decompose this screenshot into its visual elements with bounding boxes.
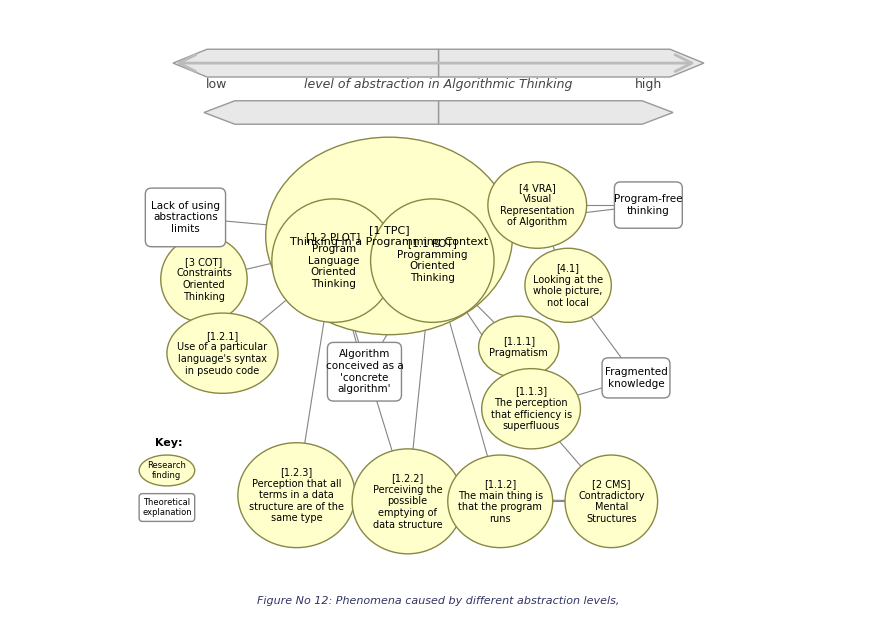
Text: [1.1.3]
The perception
that efficiency is
superfluous: [1.1.3] The perception that efficiency i…	[490, 386, 572, 431]
Text: Figure No 12: Phenomena caused by different abstraction levels,: Figure No 12: Phenomena caused by differ…	[257, 596, 620, 606]
Text: Algorithm
conceived as a
'concrete
algorithm': Algorithm conceived as a 'concrete algor…	[325, 349, 403, 394]
Ellipse shape	[448, 455, 553, 547]
Text: low: low	[205, 78, 227, 91]
Text: [1.1.2]
The main thing is
that the program
runs: [1.1.2] The main thing is that the progr…	[458, 479, 543, 524]
Text: Theoretical
explanation: Theoretical explanation	[142, 498, 192, 517]
Ellipse shape	[565, 455, 658, 547]
Text: Lack of using
abstractions
limits: Lack of using abstractions limits	[151, 201, 220, 234]
Text: [1.2 PLOT]
Program
Language
Oriented
Thinking: [1.2 PLOT] Program Language Oriented Thi…	[306, 232, 360, 289]
Ellipse shape	[479, 316, 559, 378]
Text: [1.1.1]
Pragmatism: [1.1.1] Pragmatism	[489, 336, 548, 358]
Ellipse shape	[167, 313, 278, 393]
FancyBboxPatch shape	[615, 182, 682, 228]
Text: [2 CMS]
Contradictory
Mental
Structures: [2 CMS] Contradictory Mental Structures	[578, 479, 645, 524]
Text: [3 COT]
Constraints
Oriented
Thinking: [3 COT] Constraints Oriented Thinking	[176, 257, 232, 301]
Ellipse shape	[238, 443, 355, 547]
Ellipse shape	[272, 199, 396, 322]
Text: Fragmented
knowledge: Fragmented knowledge	[604, 367, 667, 389]
Text: [1.2.3]
Perception that all
terms in a data
structure are of the
same type: [1.2.3] Perception that all terms in a d…	[249, 467, 344, 523]
FancyBboxPatch shape	[146, 188, 225, 247]
FancyBboxPatch shape	[139, 494, 195, 521]
FancyArrow shape	[204, 101, 438, 124]
Text: Research
finding: Research finding	[147, 461, 186, 480]
Text: high: high	[635, 78, 662, 91]
Ellipse shape	[525, 248, 611, 322]
Ellipse shape	[371, 199, 494, 322]
FancyArrow shape	[438, 49, 704, 77]
Text: level of abstraction in Algorithmic Thinking: level of abstraction in Algorithmic Thin…	[304, 78, 573, 91]
Ellipse shape	[481, 369, 581, 449]
Ellipse shape	[488, 162, 587, 248]
Text: [1.2.1]
Use of a particular
language's syntax
in pseudo code: [1.2.1] Use of a particular language's s…	[177, 331, 267, 376]
Text: [4 VRA]
Visual
Representation
of Algorithm: [4 VRA] Visual Representation of Algorit…	[500, 183, 574, 228]
FancyArrow shape	[173, 49, 438, 77]
Text: Key:: Key:	[154, 438, 182, 448]
Ellipse shape	[266, 137, 512, 335]
Text: [4.1]
Looking at the
whole picture,
not local: [4.1] Looking at the whole picture, not …	[533, 263, 603, 308]
Ellipse shape	[160, 236, 247, 322]
FancyArrow shape	[438, 101, 673, 124]
FancyBboxPatch shape	[602, 358, 670, 398]
Text: [1 TPC]
Thinking in a Programming Context: [1 TPC] Thinking in a Programming Contex…	[290, 225, 488, 247]
FancyBboxPatch shape	[327, 342, 402, 401]
Text: [1.1 POT]
Programming
Oriented
Thinking: [1.1 POT] Programming Oriented Thinking	[397, 238, 467, 283]
Ellipse shape	[139, 455, 195, 486]
Text: [1.2.2]
Perceiving the
possible
emptying of
data structure: [1.2.2] Perceiving the possible emptying…	[373, 473, 443, 529]
Text: Program-free
thinking: Program-free thinking	[614, 194, 682, 216]
Ellipse shape	[352, 449, 463, 554]
